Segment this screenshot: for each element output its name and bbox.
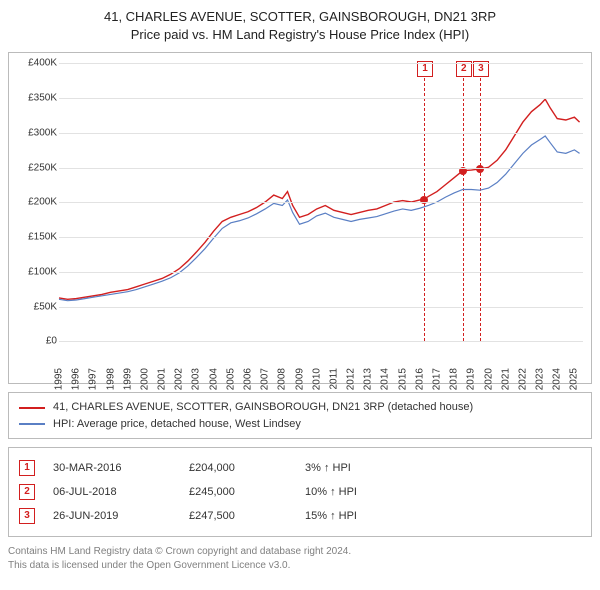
footer-line-2: This data is licensed under the Open Gov… xyxy=(8,559,592,573)
gridline-horizontal xyxy=(59,307,583,308)
transaction-badge: 1 xyxy=(19,460,35,476)
gridline-horizontal xyxy=(59,237,583,238)
chart-area: 123 £0£50K£100K£150K£200K£250K£300K£350K… xyxy=(8,52,592,384)
y-axis-label: £100K xyxy=(28,266,57,277)
y-axis-label: £250K xyxy=(28,162,57,173)
x-axis-label: 2024 xyxy=(552,368,563,390)
x-axis-label: 2004 xyxy=(208,368,219,390)
transaction-hpi-diff: 10% ↑ HPI xyxy=(305,486,415,498)
x-axis-label: 2010 xyxy=(311,368,322,390)
legend-row: 41, CHARLES AVENUE, SCOTTER, GAINSBOROUG… xyxy=(19,399,581,416)
x-axis-label: 2025 xyxy=(569,368,580,390)
marker-point xyxy=(476,165,484,173)
x-axis-label: 2023 xyxy=(535,368,546,390)
x-axis-label: 2015 xyxy=(397,368,408,390)
title-line-1: 41, CHARLES AVENUE, SCOTTER, GAINSBOROUG… xyxy=(8,8,592,26)
x-axis-label: 2022 xyxy=(517,368,528,390)
footer-attribution: Contains HM Land Registry data © Crown c… xyxy=(8,545,592,573)
transaction-date: 30-MAR-2016 xyxy=(53,462,183,474)
x-axis-label: 2016 xyxy=(414,368,425,390)
transaction-price: £204,000 xyxy=(189,462,299,474)
series-line-hpi xyxy=(59,136,580,301)
chart-title: 41, CHARLES AVENUE, SCOTTER, GAINSBOROUG… xyxy=(8,8,592,44)
x-axis-label: 2020 xyxy=(483,368,494,390)
x-axis-label: 1999 xyxy=(122,368,133,390)
transaction-row: 1 30-MAR-2016 £204,000 3% ↑ HPI xyxy=(19,456,581,480)
transaction-hpi-diff: 3% ↑ HPI xyxy=(305,462,415,474)
y-axis-label: £0 xyxy=(46,336,57,347)
transaction-row: 2 06-JUL-2018 £245,000 10% ↑ HPI xyxy=(19,480,581,504)
y-axis-label: £50K xyxy=(34,301,57,312)
legend-swatch xyxy=(19,407,45,409)
x-axis-label: 2011 xyxy=(328,368,339,390)
x-axis-label: 2007 xyxy=(260,368,271,390)
y-axis-label: £200K xyxy=(28,197,57,208)
gridline-horizontal xyxy=(59,272,583,273)
x-axis-label: 2014 xyxy=(380,368,391,390)
x-axis-label: 2001 xyxy=(157,368,168,390)
y-axis-label: £400K xyxy=(28,58,57,69)
x-axis-label: 2002 xyxy=(174,368,185,390)
transaction-hpi-diff: 15% ↑ HPI xyxy=(305,510,415,522)
transaction-badge: 3 xyxy=(19,508,35,524)
x-axis-label: 2000 xyxy=(139,368,150,390)
x-axis-label: 1996 xyxy=(71,368,82,390)
legend-label: HPI: Average price, detached house, West… xyxy=(53,416,301,433)
legend-label: 41, CHARLES AVENUE, SCOTTER, GAINSBOROUG… xyxy=(53,399,473,416)
x-axis-label: 2009 xyxy=(294,368,305,390)
legend-row: HPI: Average price, detached house, West… xyxy=(19,416,581,433)
gridline-horizontal xyxy=(59,341,583,342)
legend: 41, CHARLES AVENUE, SCOTTER, GAINSBOROUG… xyxy=(8,392,592,439)
x-axis-label: 2017 xyxy=(431,368,442,390)
gridline-horizontal xyxy=(59,63,583,64)
title-line-2: Price paid vs. HM Land Registry's House … xyxy=(8,26,592,44)
transaction-price: £247,500 xyxy=(189,510,299,522)
legend-swatch xyxy=(19,423,45,425)
y-axis-label: £350K xyxy=(28,93,57,104)
y-axis-label: £300K xyxy=(28,127,57,138)
transaction-price: £245,000 xyxy=(189,486,299,498)
x-axis-label: 2006 xyxy=(242,368,253,390)
transaction-date: 26-JUN-2019 xyxy=(53,510,183,522)
x-axis-label: 1997 xyxy=(88,368,99,390)
x-axis-label: 1998 xyxy=(105,368,116,390)
x-axis-label: 2012 xyxy=(346,368,357,390)
x-axis-label: 2003 xyxy=(191,368,202,390)
x-axis-label: 2021 xyxy=(500,368,511,390)
x-axis-label: 2008 xyxy=(277,368,288,390)
gridline-horizontal xyxy=(59,202,583,203)
transactions-table: 1 30-MAR-2016 £204,000 3% ↑ HPI 2 06-JUL-2018… xyxy=(8,447,592,537)
x-axis-label: 2013 xyxy=(363,368,374,390)
gridline-horizontal xyxy=(59,133,583,134)
y-axis-label: £150K xyxy=(28,232,57,243)
transaction-row: 3 26-JUN-2019 £247,500 15% ↑ HPI xyxy=(19,504,581,528)
gridline-horizontal xyxy=(59,98,583,99)
x-axis-label: 1995 xyxy=(54,368,65,390)
chart-container: 41, CHARLES AVENUE, SCOTTER, GAINSBOROUG… xyxy=(0,0,600,581)
x-axis-label: 2018 xyxy=(449,368,460,390)
x-axis-label: 2019 xyxy=(466,368,477,390)
series-line-property xyxy=(59,100,580,300)
x-axis-label: 2005 xyxy=(225,368,236,390)
gridline-horizontal xyxy=(59,168,583,169)
footer-line-1: Contains HM Land Registry data © Crown c… xyxy=(8,545,592,559)
transaction-date: 06-JUL-2018 xyxy=(53,486,183,498)
transaction-badge: 2 xyxy=(19,484,35,500)
